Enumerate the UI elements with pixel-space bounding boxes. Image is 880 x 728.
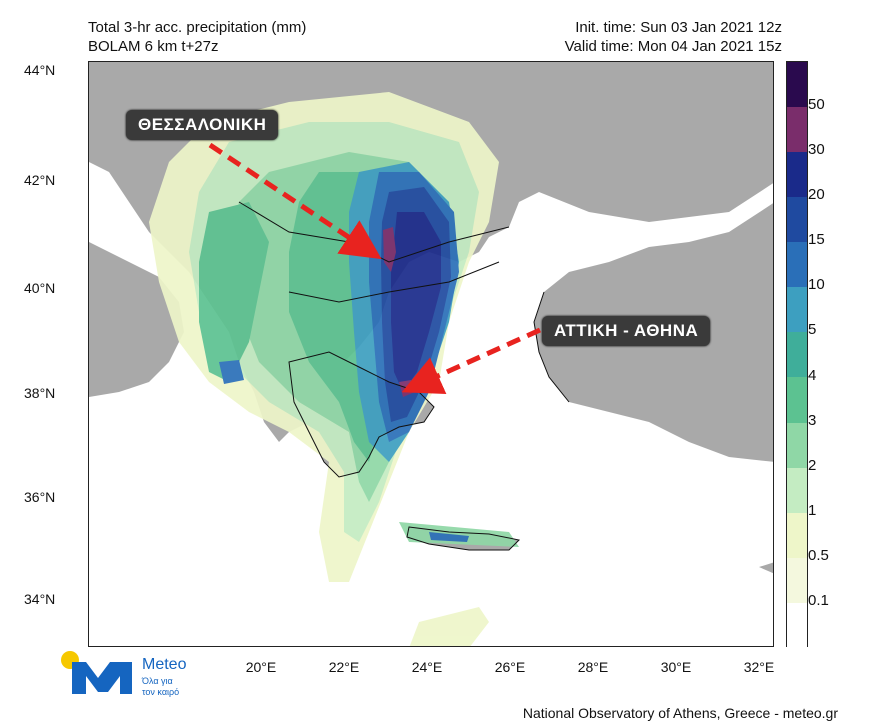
legend-color-cell: [787, 557, 807, 603]
lon-label-20: 20°E: [245, 659, 277, 675]
legend-color-cell: [787, 467, 807, 513]
lon-label-32: 32°E: [743, 659, 775, 675]
lon-label-28: 28°E: [577, 659, 609, 675]
map-title-block: Total 3-hr acc. precipitation (mm) BOLAM…: [88, 18, 306, 56]
meteo-m-icon: [61, 651, 132, 694]
legend-label: 4: [808, 366, 817, 384]
legend-color-cell: [787, 602, 807, 648]
legend-color-cell: [787, 512, 807, 558]
legend-label: 50: [808, 96, 825, 114]
legend-color-cell: [787, 377, 807, 423]
map-canvas: [89, 62, 773, 646]
init-time: Init. time: Sun 03 Jan 2021 12z: [575, 19, 782, 36]
precipitation-map: [88, 61, 774, 647]
lat-label-34: 34°N: [24, 591, 56, 607]
legend-color-cell: [787, 62, 807, 108]
legend-color-cell: [787, 332, 807, 378]
model-run-label: BOLAM 6 km t+27z: [88, 38, 219, 55]
legend-color-cell: [787, 242, 807, 288]
legend-label: 30: [808, 141, 825, 159]
map-title: Total 3-hr acc. precipitation (mm): [88, 19, 307, 36]
legend-label: 1: [808, 501, 817, 519]
legend-color-cell: [787, 197, 807, 243]
meteo-logo: Meteo Όλα για τον καιρό: [58, 650, 198, 700]
legend-color-cell: [787, 422, 807, 468]
footer-credit: National Observatory of Athens, Greece -…: [522, 705, 838, 721]
lat-label-38: 38°N: [24, 385, 56, 401]
lon-label-24: 24°E: [411, 659, 443, 675]
tagline-line2: τον καιρό: [142, 687, 180, 697]
lon-label-30: 30°E: [660, 659, 692, 675]
legend-label: 15: [808, 231, 825, 249]
meteo-logo-tagline: Όλα για τον καιρό: [142, 676, 179, 698]
legend-label: 0.5: [808, 546, 829, 564]
callout-athens: ΑΤΤΙΚΗ - ΑΘΗΝΑ: [542, 316, 711, 346]
lat-label-36: 36°N: [24, 489, 56, 505]
lon-label-26: 26°E: [494, 659, 526, 675]
valid-time: Valid time: Mon 04 Jan 2021 15z: [564, 38, 782, 55]
legend-label: 0.1: [808, 591, 829, 609]
lat-label-42: 42°N: [24, 172, 56, 188]
lat-label-40: 40°N: [24, 280, 56, 296]
lon-label-22: 22°E: [328, 659, 360, 675]
legend-color-cell: [787, 152, 807, 198]
legend-label: 3: [808, 411, 817, 429]
meteo-logo-name: Meteo: [142, 656, 187, 673]
lat-label-44: 44°N: [24, 62, 56, 78]
legend-color-cell: [787, 107, 807, 153]
precip-overlay: [149, 92, 519, 646]
legend-label: 20: [808, 186, 825, 204]
tagline-line1: Όλα για: [142, 676, 173, 686]
legend-color-cell: [787, 287, 807, 333]
legend-label: 5: [808, 321, 817, 339]
legend-label: 10: [808, 276, 825, 294]
time-info-block: Init. time: Sun 03 Jan 2021 12z Valid ti…: [565, 18, 782, 56]
callout-thessaloniki: ΘΕΣΣΑΛΟΝΙΚΗ: [126, 110, 279, 140]
precip-legend: [786, 61, 808, 648]
legend-label: 2: [808, 456, 817, 474]
